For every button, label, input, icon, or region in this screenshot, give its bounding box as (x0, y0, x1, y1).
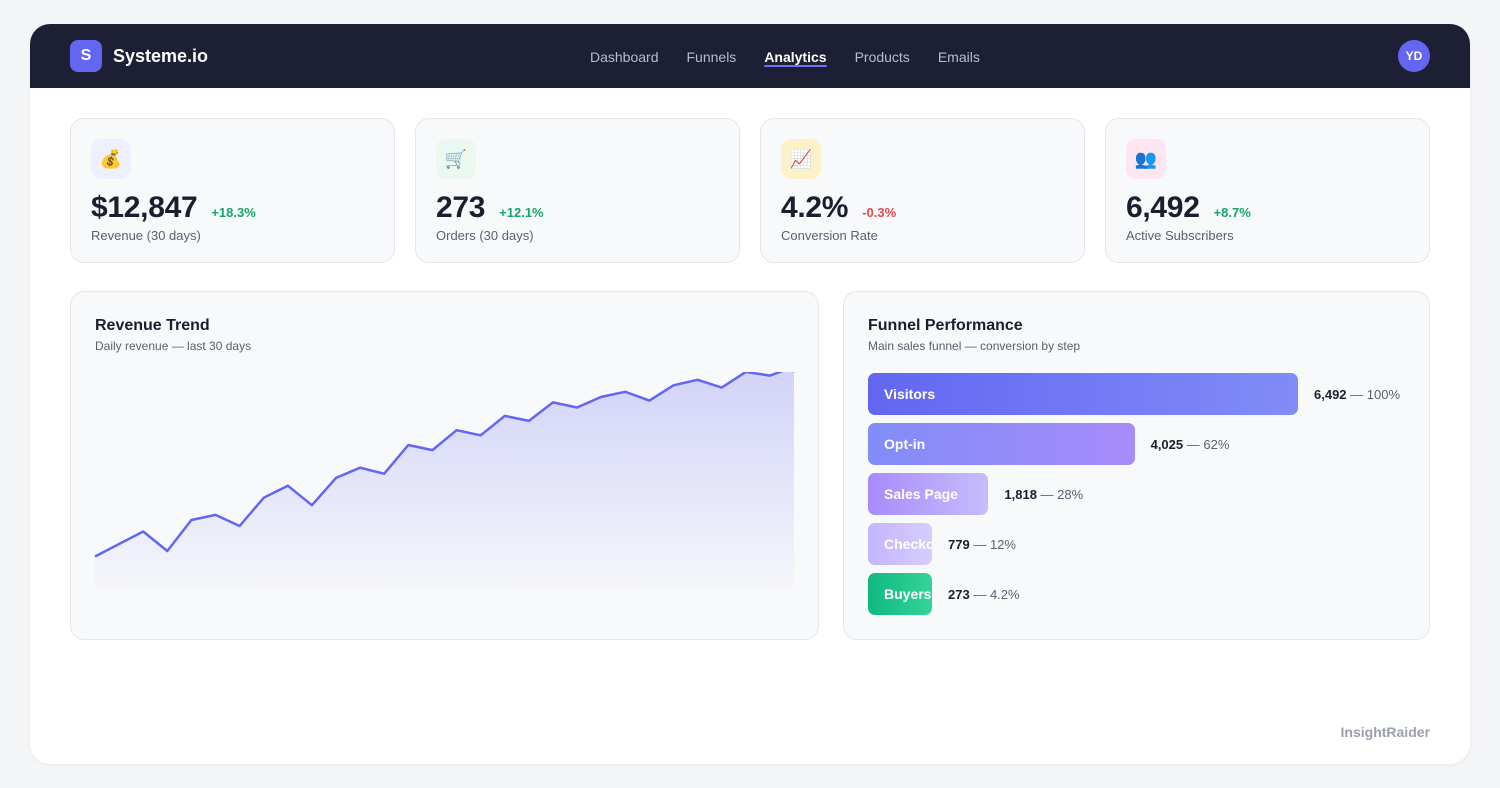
app-window: S Systeme.io Dashboard Funnels Analytics… (30, 24, 1470, 764)
funnel-bar: Opt-in (868, 423, 1135, 465)
stat-card-revenue: 💰 $12,847 +18.3% Revenue (30 days) (70, 118, 395, 263)
funnel-step-stat: 6,492 — 100% (1314, 386, 1401, 402)
funnel-step-count: 273 (948, 586, 970, 602)
brand-name: Systeme.io (113, 45, 209, 66)
funnel-step-count: 4,025 (1150, 436, 1184, 452)
funnel-bar: Checkout (868, 523, 932, 565)
chart-up-icon: 📈 (781, 139, 821, 179)
stat-label: Orders (30 days) (436, 228, 534, 243)
funnel-performance-panel: Funnel Performance Main sales funnel — c… (843, 291, 1430, 640)
stat-card-conversion: 📈 4.2% -0.3% Conversion Rate (760, 118, 1085, 263)
revenue-trend-chart: $628 (94, 351, 800, 588)
funnel-step-sales-page[interactable]: Sales Page 1,818 — 28% (868, 473, 1083, 515)
funnel-step-label: Buyers (884, 586, 932, 602)
funnel-step-label: Visitors (884, 386, 936, 402)
stat-value-number: 4.2% (781, 191, 849, 224)
funnel-step-stat: 4,025 — 62% (1150, 436, 1230, 452)
nav-item-products[interactable]: Products (854, 49, 910, 65)
shopping-cart-icon: 🛒 (436, 139, 476, 179)
revenue-highlight-label: $628 (770, 351, 799, 366)
nav-item-analytics[interactable]: Analytics (764, 24, 827, 88)
top-navigation-bar: S Systeme.io Dashboard Funnels Analytics… (30, 24, 1470, 88)
money-bag-icon: 💰 (91, 139, 131, 179)
stat-label: Conversion Rate (781, 228, 878, 243)
stat-change-badge: +18.3% (211, 205, 256, 220)
stat-value-number: 6,492 (1126, 191, 1200, 224)
funnel-step-pct: 28% (1057, 486, 1084, 502)
revenue-highlight-point[interactable] (789, 361, 800, 373)
stat-change-badge: +8.7% (1213, 205, 1251, 220)
funnel-step-pct: 4.2% (989, 586, 1020, 602)
funnel-step-stat: 273 — 4.2% (948, 586, 1020, 602)
panel-subtitle: Daily revenue — last 30 days (95, 339, 252, 353)
funnel-step-count: 1,818 (1004, 486, 1037, 502)
stat-value: 6,492 +8.7% (1126, 191, 1251, 225)
revenue-line (94, 372, 784, 558)
stat-value: $12,847 +18.3% (91, 191, 256, 225)
stat-label: Revenue (30 days) (91, 228, 201, 243)
funnel-step-checkout[interactable]: Checkout 779 — 12% (868, 523, 1016, 565)
funnel-step-stat: 779 — 12% (948, 536, 1016, 552)
stat-label: Active Subscribers (1126, 228, 1234, 243)
funnel-step-pct: 62% (1203, 436, 1230, 452)
nav-item-emails[interactable]: Emails (937, 49, 980, 65)
funnel-step-stat: 1,818 — 28% (1004, 486, 1084, 502)
funnel-step-label: Sales Page (884, 486, 958, 502)
funnel-step-visitors[interactable]: Visitors 6,492 — 100% (868, 373, 1400, 415)
watermark: InsightRaider (1340, 724, 1430, 740)
stat-value: 4.2% -0.3% (781, 191, 896, 225)
stat-card-orders: 🛒 273 +12.1% Orders (30 days) (415, 118, 740, 263)
user-avatar[interactable]: YD (1398, 40, 1430, 72)
panel-title: Revenue Trend (95, 317, 210, 334)
funnel-step-opt-in[interactable]: Opt-in 4,025 — 62% (868, 423, 1229, 465)
funnel-bar: Buyers (868, 573, 932, 615)
revenue-area (95, 372, 794, 588)
panel-subtitle: Main sales funnel — conversion by step (868, 339, 1081, 353)
logo-icon: S (70, 40, 102, 72)
stat-change-badge: +12.1% (499, 205, 544, 220)
funnel-step-count: 6,492 (1314, 386, 1347, 402)
stat-value-number: 273 (436, 191, 486, 224)
stat-value-number: $12,847 (91, 191, 198, 224)
funnel-step-pct: 100% (1366, 386, 1401, 402)
stat-card-subscribers: 👥 6,492 +8.7% Active Subscribers (1105, 118, 1430, 263)
revenue-trend-panel: Revenue Trend Daily revenue — last 30 da… (70, 291, 819, 640)
nav-item-funnels[interactable]: Funnels (686, 49, 737, 65)
stat-value: 273 +12.1% (436, 191, 544, 225)
funnel-step-buyers[interactable]: Buyers 273 — 4.2% (868, 573, 1020, 615)
nav-item-dashboard[interactable]: Dashboard (590, 49, 659, 65)
funnel-step-pct: 12% (989, 536, 1016, 552)
panel-title: Funnel Performance (868, 317, 1023, 334)
brand[interactable]: S Systeme.io (70, 40, 208, 72)
people-icon: 👥 (1126, 139, 1166, 179)
funnel-step-label: Checkout (884, 536, 932, 552)
funnel-step-count: 779 (948, 536, 970, 552)
stat-change-badge: -0.3% (862, 205, 897, 220)
main-nav: Dashboard Funnels Analytics Products Ema… (590, 24, 1008, 88)
funnel-step-label: Opt-in (884, 436, 926, 452)
funnel-bar: Visitors (868, 373, 1298, 415)
funnel-bar: Sales Page (868, 473, 989, 515)
